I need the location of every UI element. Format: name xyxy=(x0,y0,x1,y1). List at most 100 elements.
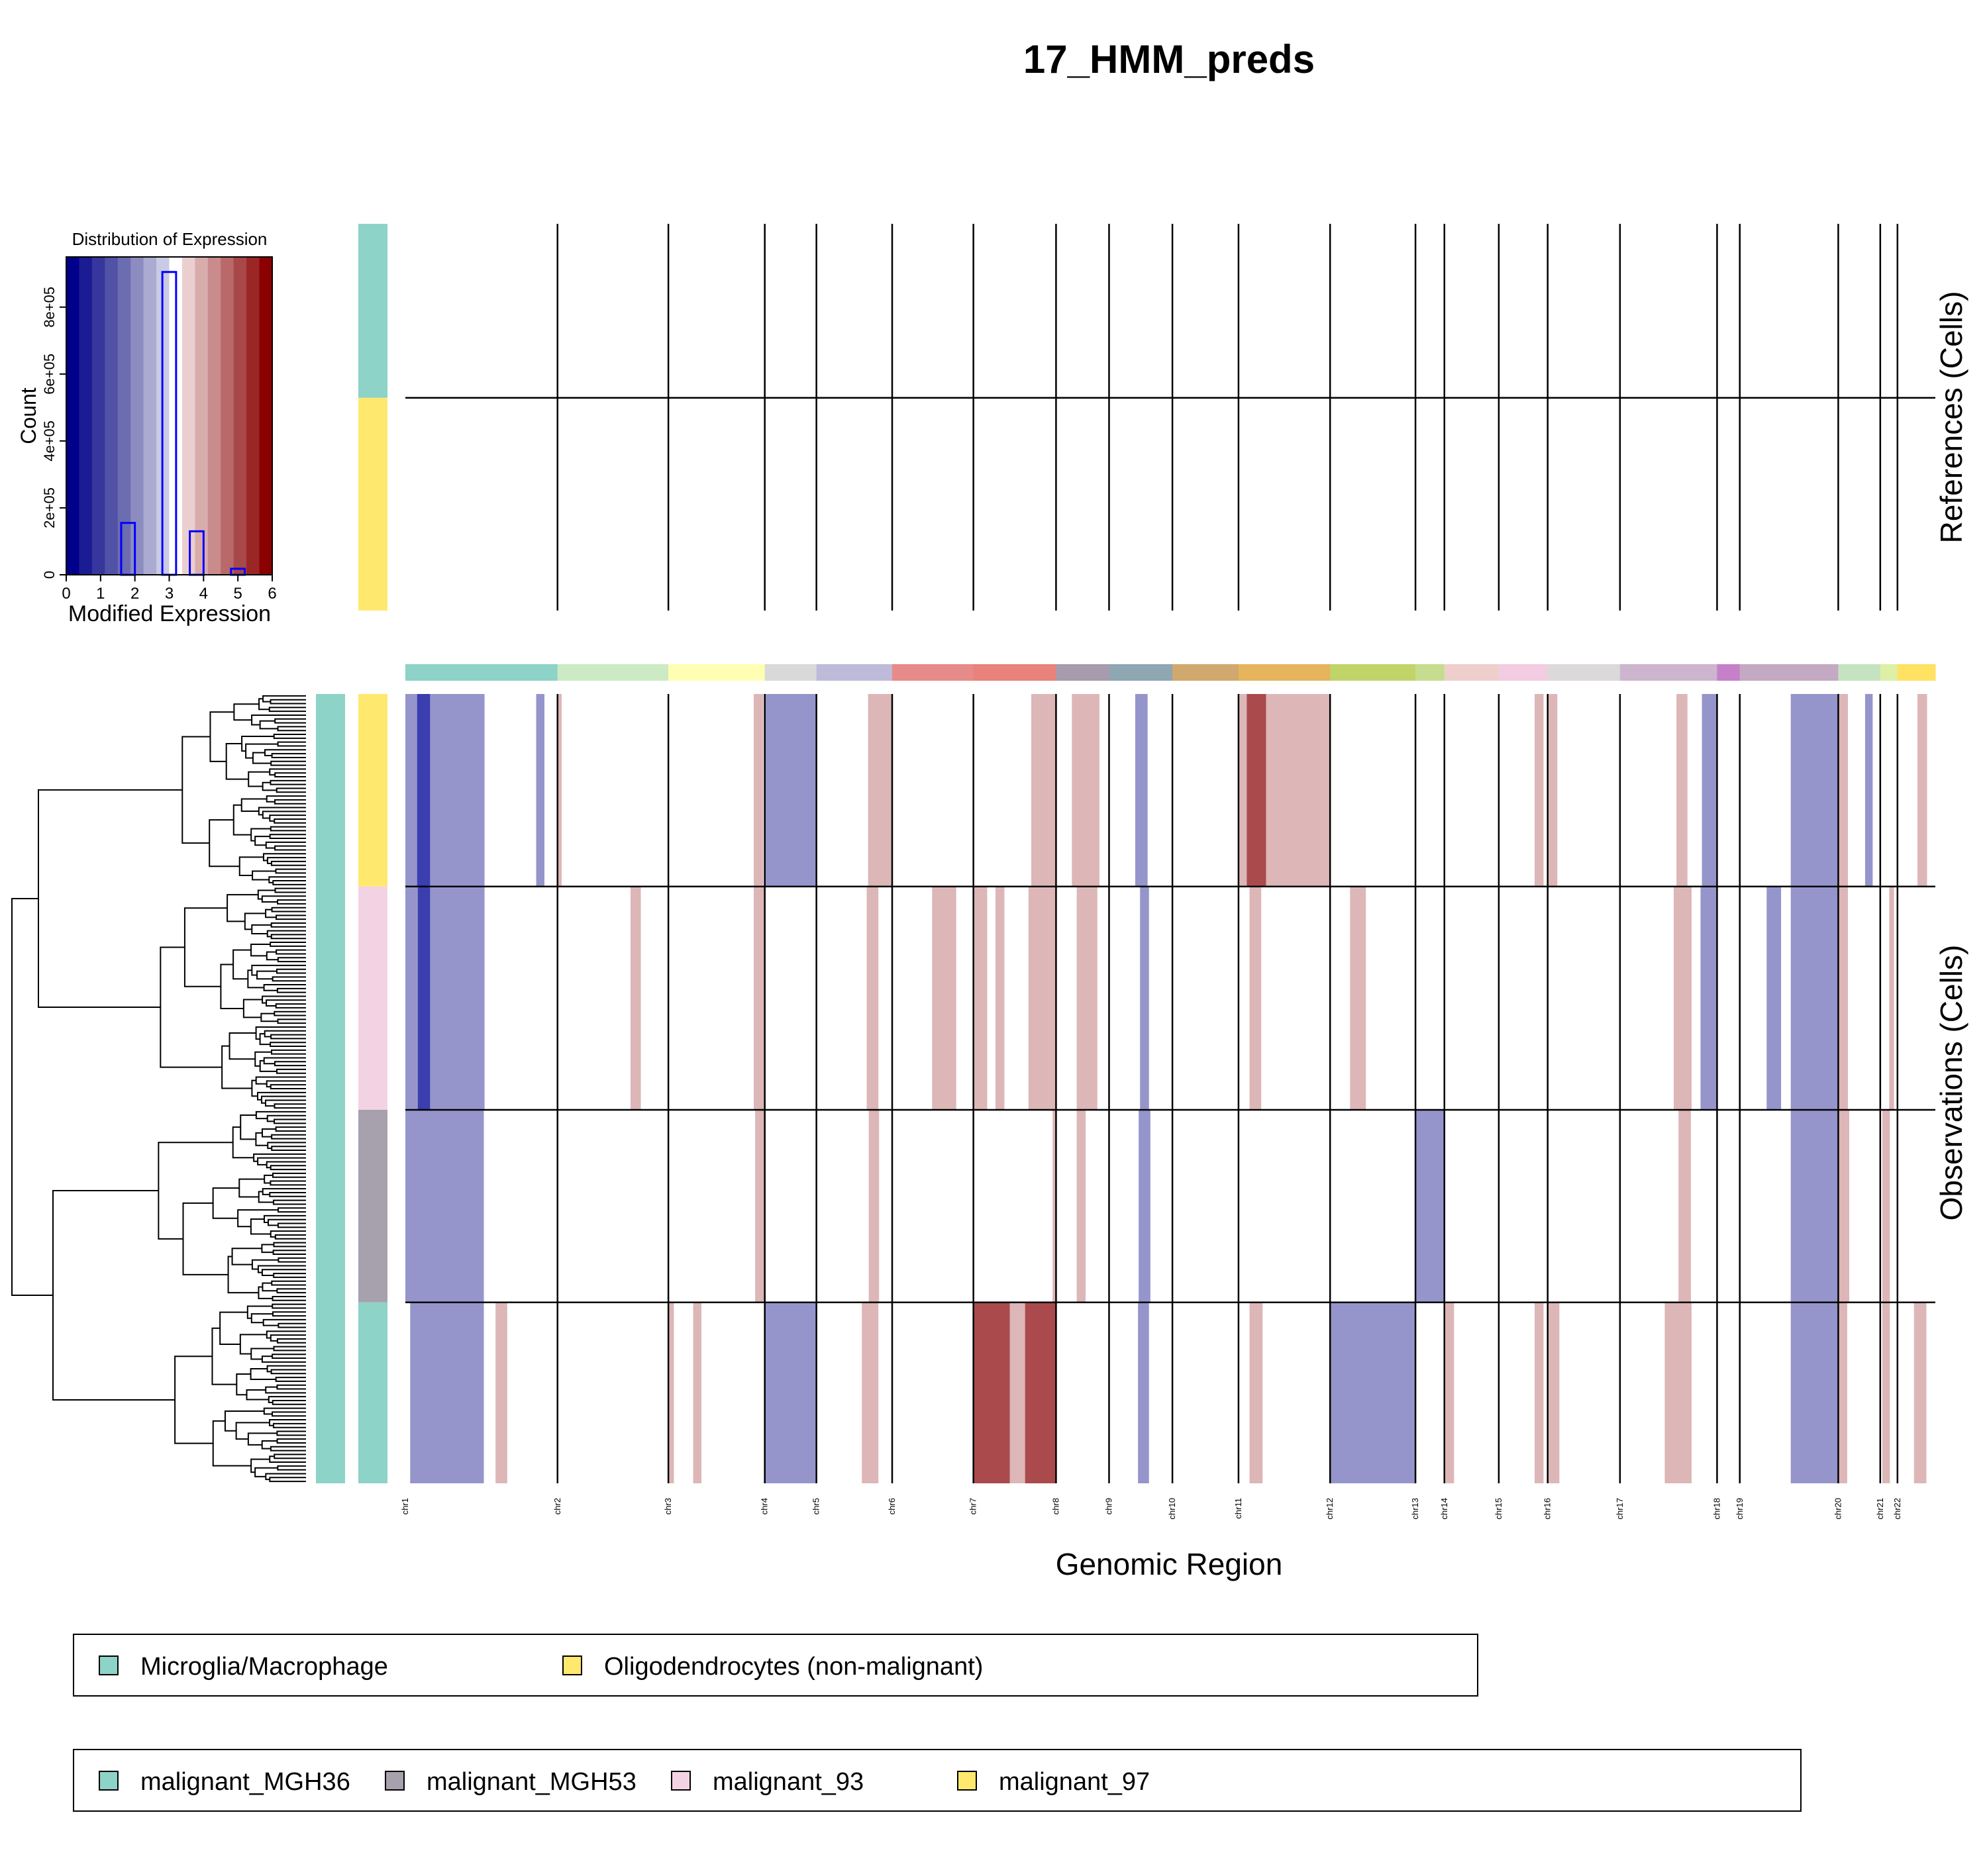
cnv-segment xyxy=(1917,694,1927,887)
histogram-y-tick-label: 4e+05 xyxy=(41,420,58,462)
cnv-segment xyxy=(862,1302,879,1483)
legend-swatch xyxy=(99,1655,119,1675)
observation-group-swatch xyxy=(358,1109,387,1303)
histogram-colormap xyxy=(66,257,273,575)
histogram-x-tick-label: 3 xyxy=(165,585,174,603)
histogram-y-tick-label: 2e+05 xyxy=(41,487,58,528)
cnv-segment xyxy=(1702,694,1717,887)
legend-swatch xyxy=(957,1771,977,1791)
chromosome-label-chr22: chr22 xyxy=(1892,1498,1902,1520)
cnv-segment xyxy=(868,1109,880,1303)
chromosome-label-chr9: chr9 xyxy=(1103,1498,1113,1514)
cnv-segment xyxy=(932,886,956,1110)
cnv-segment xyxy=(1790,886,1839,1110)
cnv-segment xyxy=(1031,694,1056,887)
chromosome-label-chr12: chr12 xyxy=(1325,1498,1335,1520)
chromosome-color-chr7 xyxy=(973,664,1056,681)
observation-group-swatch xyxy=(358,694,387,887)
chromosome-label-chr5: chr5 xyxy=(811,1498,821,1514)
cnv-segment xyxy=(973,886,988,1110)
cnv-segment xyxy=(755,1109,765,1303)
chromosome-label-chr18: chr18 xyxy=(1711,1498,1721,1520)
cnv-segment xyxy=(405,1109,484,1303)
legend-label: malignant_MGH53 xyxy=(427,1768,637,1796)
chart-title: 17_HMM_preds xyxy=(1023,37,1315,81)
legend-swatch xyxy=(99,1771,119,1791)
colormap-swatch xyxy=(79,257,93,575)
chromosome-label-chr20: chr20 xyxy=(1833,1498,1843,1520)
legend-observations: malignant_MGH36 malignant_MGH53 malignant_… xyxy=(99,1768,1150,1796)
chromosome-color-chr8 xyxy=(1056,664,1109,681)
chromosome-label-chr2: chr2 xyxy=(552,1498,562,1514)
histogram-x-tick-label: 6 xyxy=(268,585,276,603)
histogram-y-tick-label: 8e+05 xyxy=(41,287,58,328)
cnv-segment xyxy=(1415,1109,1445,1303)
cnv-segment xyxy=(1547,694,1558,887)
histogram-title: Distribution of Expression xyxy=(72,229,268,249)
cnv-segment xyxy=(1238,694,1247,887)
legend-references-box xyxy=(73,1634,1478,1697)
cnv-segment xyxy=(1790,694,1839,887)
observation-annotation-bar xyxy=(316,694,345,1483)
expression-histogram: Distribution of Expression 0 1 2 3 4 5 6 0 2e+0… xyxy=(17,229,277,626)
chromosome-color-chr18 xyxy=(1717,664,1741,681)
chromosome-color-chr14 xyxy=(1444,664,1500,681)
colormap-swatch xyxy=(207,257,221,575)
cnv-segment xyxy=(1889,886,1894,1110)
cnv-segment xyxy=(1052,1109,1057,1303)
cnv-segment xyxy=(1864,694,1873,887)
colormap-swatch xyxy=(66,257,80,575)
legend-swatch xyxy=(562,1655,582,1675)
chromosome-label-chr3: chr3 xyxy=(663,1498,673,1514)
histogram-y-tick-label: 0 xyxy=(41,571,58,579)
chromosome-color-chr5 xyxy=(816,664,893,681)
chromosome-label-chr8: chr8 xyxy=(1050,1498,1060,1514)
histogram-x-tick-label: 2 xyxy=(130,585,139,603)
colormap-swatch xyxy=(181,257,195,575)
reference-group-swatch xyxy=(358,224,387,398)
chromosome-color-bar xyxy=(405,664,1936,681)
cnv-segment xyxy=(1138,1302,1149,1483)
chromosome-color-chr16 xyxy=(1547,664,1621,681)
cnv-segment xyxy=(1838,1109,1850,1303)
cnv-segment xyxy=(430,886,485,1110)
dendrogram xyxy=(11,695,306,1483)
legend-label: malignant_93 xyxy=(713,1768,864,1796)
chromosome-color-chr10 xyxy=(1172,664,1239,681)
cnv-segment xyxy=(1882,1109,1890,1303)
cnv-segment xyxy=(693,1302,702,1483)
colormap-swatch xyxy=(195,257,209,575)
references-label: References (Cells) xyxy=(1934,291,1968,544)
cnv-segment xyxy=(630,886,641,1110)
chromosome-label-chr21: chr21 xyxy=(1875,1498,1885,1520)
cnv-segment xyxy=(1790,1109,1839,1303)
chromosome-color-chr13 xyxy=(1415,664,1445,681)
observation-group-swatch xyxy=(358,886,387,1110)
chromosome-color-chr3 xyxy=(668,664,766,681)
colormap-swatch xyxy=(233,257,247,575)
cnv-segment xyxy=(764,694,817,887)
chromosome-color-chr19 xyxy=(1739,664,1839,681)
colormap-swatch xyxy=(91,257,105,575)
histogram-x-tick-label: 5 xyxy=(233,585,242,603)
cnv-segment xyxy=(1076,1109,1086,1303)
cnv-segment xyxy=(417,886,431,1110)
colormap-swatch xyxy=(130,257,144,575)
chromosome-color-chr17 xyxy=(1619,664,1717,681)
cnv-segment xyxy=(1882,1302,1890,1483)
chromosome-color-chr20 xyxy=(1838,664,1881,681)
chromosome-label-chr4: chr4 xyxy=(760,1498,770,1514)
colormap-swatch xyxy=(105,257,119,575)
chromosome-label-chr10: chr10 xyxy=(1167,1498,1177,1520)
chromosome-color-chr4 xyxy=(764,664,817,681)
chromosome-label-chr1: chr1 xyxy=(400,1498,410,1514)
dendrogram-branches xyxy=(11,695,306,1483)
cnv-segment xyxy=(995,886,1005,1110)
histogram-x-tick-label: 0 xyxy=(62,585,70,603)
cnv-segment xyxy=(1838,1302,1847,1483)
cnv-segment xyxy=(557,694,562,887)
cnv-segment xyxy=(868,694,892,887)
cnv-segment xyxy=(1673,886,1692,1110)
cnv-segment xyxy=(1444,1302,1454,1483)
chromosome-label-chr14: chr14 xyxy=(1439,1498,1449,1520)
